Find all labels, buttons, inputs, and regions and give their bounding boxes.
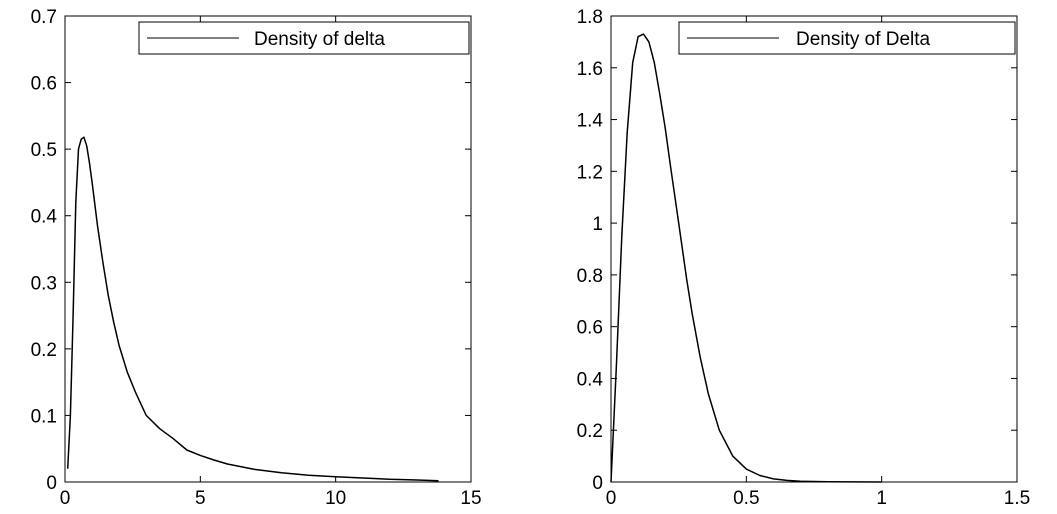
y-tick-label: 0.6: [577, 318, 603, 339]
legend: Density of Delta: [678, 21, 1016, 55]
x-tick-label: 10: [325, 488, 346, 509]
y-tick-label: 0.8: [577, 266, 603, 287]
y-tick-label: 0.3: [31, 273, 57, 294]
y-tick-label: 1.2: [577, 162, 603, 183]
y-tick-label: 1.6: [577, 59, 603, 80]
y-axis-ticks: 0 0.2 0.4 0.6 0.8 1 1.2 1.4 1.6 1.8: [577, 7, 1017, 494]
y-tick-label: 1.8: [577, 7, 603, 28]
y-tick-label: 0: [592, 473, 603, 494]
x-tick-label: 1: [876, 488, 887, 509]
legend-label: Density of Delta: [796, 29, 931, 50]
y-tick-label: 1.4: [577, 111, 604, 132]
x-tick-label: 0: [606, 488, 617, 509]
y-tick-label: 0.4: [31, 207, 58, 228]
x-tick-label: 5: [195, 488, 206, 509]
y-tick-label: 0.7: [31, 7, 57, 28]
y-tick-label: 1: [592, 214, 603, 235]
legend-label: Density of delta: [254, 29, 385, 50]
x-tick-label: 0.5: [733, 488, 759, 509]
x-tick-label: 15: [460, 488, 481, 509]
y-tick-label: 0.2: [31, 340, 57, 361]
y-axis-ticks: 0 0.1 0.2 0.3 0.4 0.5 0.6 0.7: [31, 7, 471, 494]
y-tick-label: 0.1: [31, 406, 57, 427]
y-tick-label: 0: [46, 473, 57, 494]
y-tick-label: 0.4: [577, 369, 604, 390]
plot-frame: [64, 15, 472, 483]
y-tick-label: 0.5: [31, 140, 57, 161]
plot-frame: [610, 15, 1018, 483]
legend: Density of delta: [138, 21, 470, 55]
legend-box: [138, 21, 470, 55]
density-delta-panel: 0 5 10 15 0 0.1 0.2 0.3 0.4 0.5 0.6 0.7 Density of…: [31, 7, 482, 509]
y-tick-label: 0.2: [577, 421, 603, 442]
y-tick-label: 0.6: [31, 74, 57, 95]
x-axis-ticks: 0 0.5 1 1.5: [606, 16, 1030, 509]
series-line: [66, 136, 439, 482]
x-axis-ticks: 0 5 10 15: [60, 16, 482, 509]
x-tick-label: 0: [60, 488, 71, 509]
series-line: [610, 33, 882, 483]
x-tick-label: 1.5: [1004, 488, 1030, 509]
density-Delta-panel: 0 0.5 1 1.5 0 0.2 0.4 0.6 0.8 1 1.2 1.4 1.6 1.8 Dens…: [577, 7, 1031, 509]
